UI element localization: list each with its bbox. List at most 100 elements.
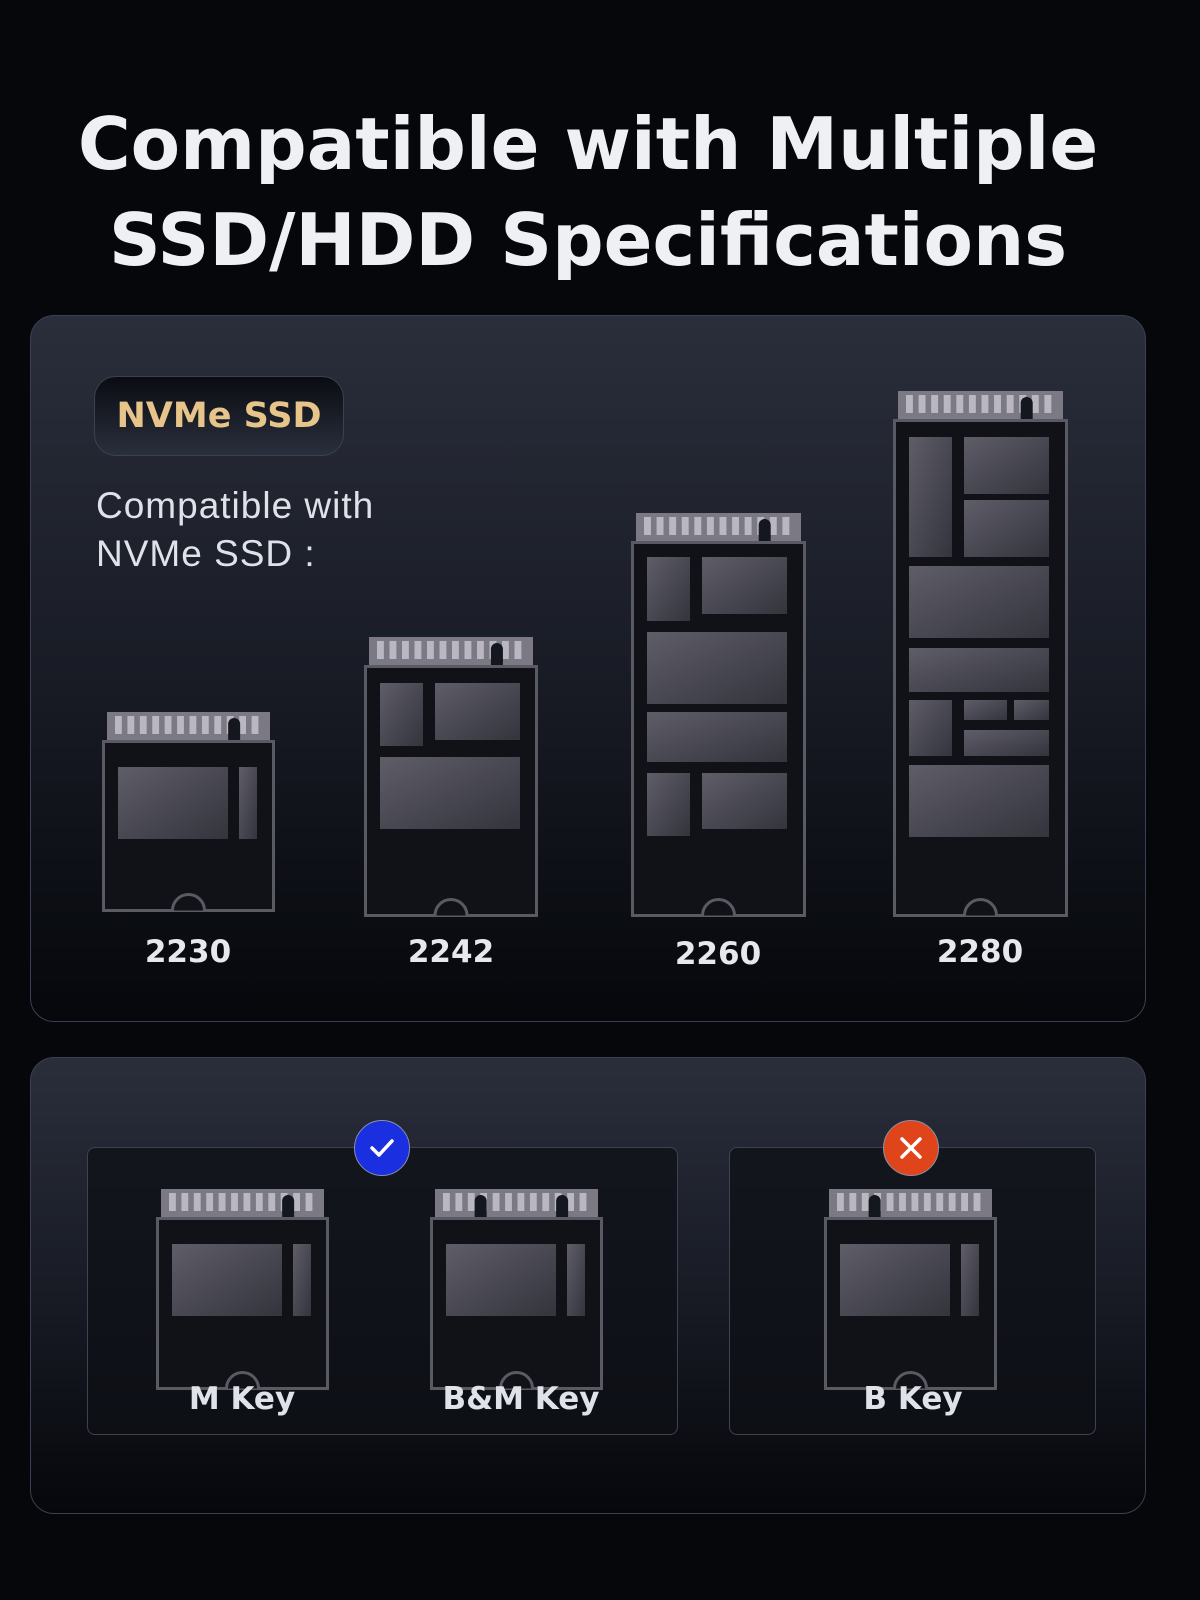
connector-pin (782, 517, 790, 535)
connector-pin (115, 716, 122, 734)
connector-pin (502, 641, 509, 659)
ssd-2230 (102, 712, 275, 912)
connector-pin (943, 395, 951, 413)
connector-pin (956, 395, 964, 413)
ssd-chip (647, 712, 787, 762)
connector-pin (492, 1193, 500, 1211)
ssd-chip (647, 773, 690, 836)
size-label-2230: 2230 (144, 934, 232, 970)
key-notch (868, 1195, 881, 1217)
connector-pin (1044, 395, 1052, 413)
connector-pin (923, 1193, 931, 1211)
key-notch (474, 1195, 487, 1217)
connector-pin (517, 1193, 525, 1211)
connector-pin (201, 716, 209, 734)
connector-pin (255, 1193, 263, 1211)
connector-pin (127, 716, 135, 734)
screw-notch (433, 898, 469, 916)
ssd-chip (647, 632, 787, 704)
connector-pin (669, 517, 677, 535)
connector-pin (177, 716, 184, 734)
connector-pin (973, 1193, 981, 1211)
check-icon (354, 1120, 410, 1176)
screw-notch (171, 893, 206, 911)
ssd-b-key (824, 1189, 997, 1390)
key-notch (282, 1195, 295, 1217)
connector-pin (681, 517, 689, 535)
connector-pin (899, 1193, 906, 1211)
connector-pin (529, 1193, 537, 1211)
ssd-chip (293, 1244, 311, 1316)
connector-pin (439, 641, 447, 659)
connector-pin (769, 517, 777, 535)
ssd-chip (909, 648, 1049, 692)
connector-pin (377, 641, 384, 659)
key-notch (758, 519, 771, 541)
nvme-badge: NVMe SSD (94, 376, 344, 456)
ssd-2280 (893, 391, 1068, 917)
ssd-chip (961, 1244, 979, 1316)
ssd-chip (702, 557, 787, 614)
connector-pin (243, 1193, 251, 1211)
ssd-chip (909, 566, 1049, 638)
key-notch (490, 643, 503, 665)
connector-pin (981, 395, 989, 413)
connector-pin (579, 1193, 587, 1211)
connector-pin (239, 716, 246, 734)
ssd-chip (909, 437, 952, 557)
connector-pin (542, 1193, 550, 1211)
connector-pin (477, 641, 484, 659)
connector-pin (169, 1193, 176, 1211)
connector-pin (906, 395, 913, 413)
ssd-chip (239, 767, 257, 839)
ssd-chip (647, 557, 690, 621)
connector-pin (139, 716, 147, 734)
connector-pin (214, 716, 222, 734)
connector-pin (706, 517, 714, 535)
connector-pin (293, 1193, 300, 1211)
size-label-2242: 2242 (407, 934, 495, 970)
connector-pin (886, 1193, 894, 1211)
connector-pin (443, 1193, 450, 1211)
ssd-chip (840, 1244, 950, 1316)
ssd-m-key (156, 1189, 329, 1390)
connector-pin (1031, 395, 1039, 413)
ssd-chip (909, 765, 1049, 837)
key-notch (228, 718, 241, 740)
ssd-chip (380, 683, 423, 746)
page-title-line2: SSD/HDD Specifications (108, 198, 1068, 282)
connector-pin (455, 1193, 463, 1211)
connector-pin (305, 1193, 313, 1211)
key-notch (1020, 397, 1033, 419)
ssd-2260 (631, 513, 806, 917)
ssd-chip (380, 757, 520, 829)
nvme-subtitle: Compatible with NVMe SSD : (96, 482, 374, 578)
ssd-chip (964, 500, 1049, 557)
connector-pin (948, 1193, 956, 1211)
connector-pin (694, 517, 702, 535)
connector-pin (193, 1193, 201, 1211)
ssd-chip (446, 1244, 556, 1316)
key-label-m: M Key (188, 1381, 296, 1417)
connector-pin (505, 1193, 512, 1211)
connector-pin (861, 1193, 869, 1211)
ssd-chip (435, 683, 520, 740)
connector-pin (231, 1193, 238, 1211)
connector-pin (719, 517, 727, 535)
connector-pin (427, 641, 434, 659)
connector-pin (467, 1193, 475, 1211)
connector-pin (389, 641, 397, 659)
connector-pin (936, 1193, 944, 1211)
ssd-chip (1014, 700, 1049, 720)
connector-pin (218, 1193, 226, 1211)
connector-pin (656, 517, 664, 535)
key-label-bm: B&M Key (442, 1381, 600, 1417)
connector-pin (189, 716, 197, 734)
key-notch (556, 1195, 569, 1217)
connector-pin (994, 395, 1002, 413)
connector-pin (414, 641, 422, 659)
ssd-2242 (364, 637, 538, 917)
connector-pin (251, 716, 259, 734)
connector-pin (918, 395, 926, 413)
